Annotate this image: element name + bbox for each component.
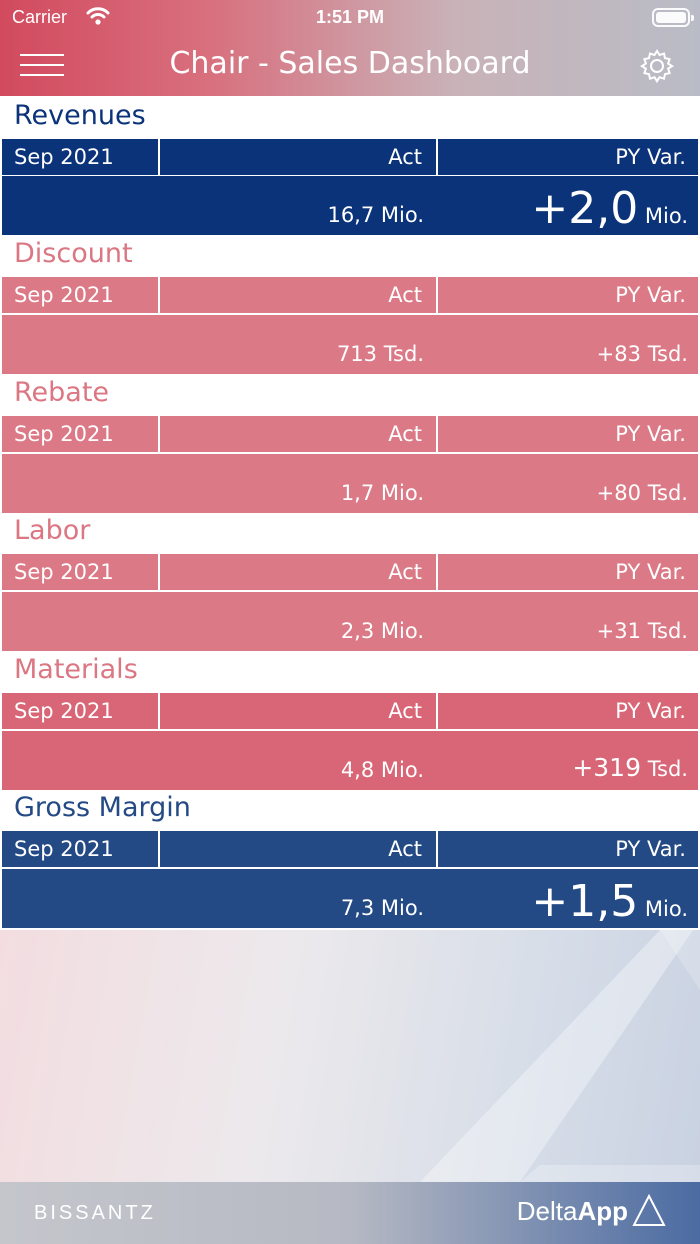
py-var-label: PY Var. xyxy=(615,283,686,307)
delta-triangle-icon xyxy=(632,1193,666,1232)
header-row-revenues: Sep 2021 Act PY Var. xyxy=(2,139,698,175)
status-time: 1:51 PM xyxy=(315,7,385,27)
act-label: Act xyxy=(162,416,438,452)
section-title-revenues: Revenues xyxy=(14,100,146,131)
period-label: Sep 2021 xyxy=(2,277,160,313)
period-label: Sep 2021 xyxy=(2,831,160,867)
app-logo-text: DeltaApp xyxy=(516,1196,628,1226)
py-var-label: PY Var. xyxy=(615,145,686,169)
act-value: 7,3 Mio. xyxy=(340,896,424,920)
py-var-label: PY Var. xyxy=(615,560,686,584)
act-label: Act xyxy=(162,139,438,175)
section-title-materials: Materials xyxy=(14,654,138,685)
carrier-label: Carrier xyxy=(12,7,68,27)
gear-icon[interactable] xyxy=(639,48,675,84)
status-bar: Carrier 1:51 PM xyxy=(0,0,700,36)
app-header: Carrier 1:51 PM Chair - Sales Dashboard xyxy=(0,0,700,96)
period-label: Sep 2021 xyxy=(2,693,160,729)
footer-bar: BISSANTZ DeltaApp xyxy=(0,1182,700,1244)
section-title-rebate: Rebate xyxy=(14,377,110,408)
brand-logo: BISSANTZ xyxy=(34,1202,156,1224)
battery-icon xyxy=(652,8,694,27)
py-var-label: PY Var. xyxy=(615,699,686,723)
act-value: 2,3 Mio. xyxy=(340,619,424,643)
header-row-materials: Sep 2021 Act PY Var. xyxy=(2,693,698,729)
header-row-rebate: Sep 2021 Act PY Var. xyxy=(2,416,698,452)
section-title-gross-margin: Gross Margin xyxy=(14,792,191,823)
act-label: Act xyxy=(162,693,438,729)
period-label: Sep 2021 xyxy=(2,416,160,452)
py-var-value: +1,5 Mio. xyxy=(531,876,688,927)
value-row-materials[interactable]: 4,8 Mio. +319 Tsd. xyxy=(2,731,698,790)
act-value: 1,7 Mio. xyxy=(340,481,424,505)
section-title-labor: Labor xyxy=(14,515,91,546)
py-var-label: PY Var. xyxy=(615,422,686,446)
py-var-value: +80 Tsd. xyxy=(596,481,688,505)
page-title: Chair - Sales Dashboard xyxy=(169,46,531,81)
py-var-value: +31 Tsd. xyxy=(596,619,688,643)
py-var-label: PY Var. xyxy=(615,837,686,861)
hamburger-icon[interactable] xyxy=(20,54,64,76)
value-row-revenues[interactable]: 16,7 Mio. +2,0 Mio. xyxy=(2,176,698,235)
value-row-rebate[interactable]: 1,7 Mio. +80 Tsd. xyxy=(2,454,698,513)
py-var-value: +83 Tsd. xyxy=(596,342,688,366)
wifi-icon xyxy=(86,6,110,31)
period-label: Sep 2021 xyxy=(2,139,160,175)
period-label: Sep 2021 xyxy=(2,554,160,590)
py-var-value: +319 Tsd. xyxy=(572,753,688,782)
header-row-labor: Sep 2021 Act PY Var. xyxy=(2,554,698,590)
act-label: Act xyxy=(162,277,438,313)
act-value: 4,8 Mio. xyxy=(340,758,424,782)
py-var-value: +2,0 Mio. xyxy=(531,183,688,234)
header-row-gross-margin: Sep 2021 Act PY Var. xyxy=(2,831,698,867)
header-row-discount: Sep 2021 Act PY Var. xyxy=(2,277,698,313)
act-label: Act xyxy=(162,831,438,867)
value-row-discount[interactable]: 713 Tsd. +83 Tsd. xyxy=(2,315,698,374)
value-row-gross-margin[interactable]: 7,3 Mio. +1,5 Mio. xyxy=(2,869,698,928)
section-title-discount: Discount xyxy=(14,238,133,269)
act-value: 16,7 Mio. xyxy=(327,203,424,227)
act-value: 713 Tsd. xyxy=(336,342,424,366)
act-label: Act xyxy=(162,554,438,590)
value-row-labor[interactable]: 2,3 Mio. +31 Tsd. xyxy=(2,592,698,651)
background-graphic xyxy=(0,930,700,1182)
